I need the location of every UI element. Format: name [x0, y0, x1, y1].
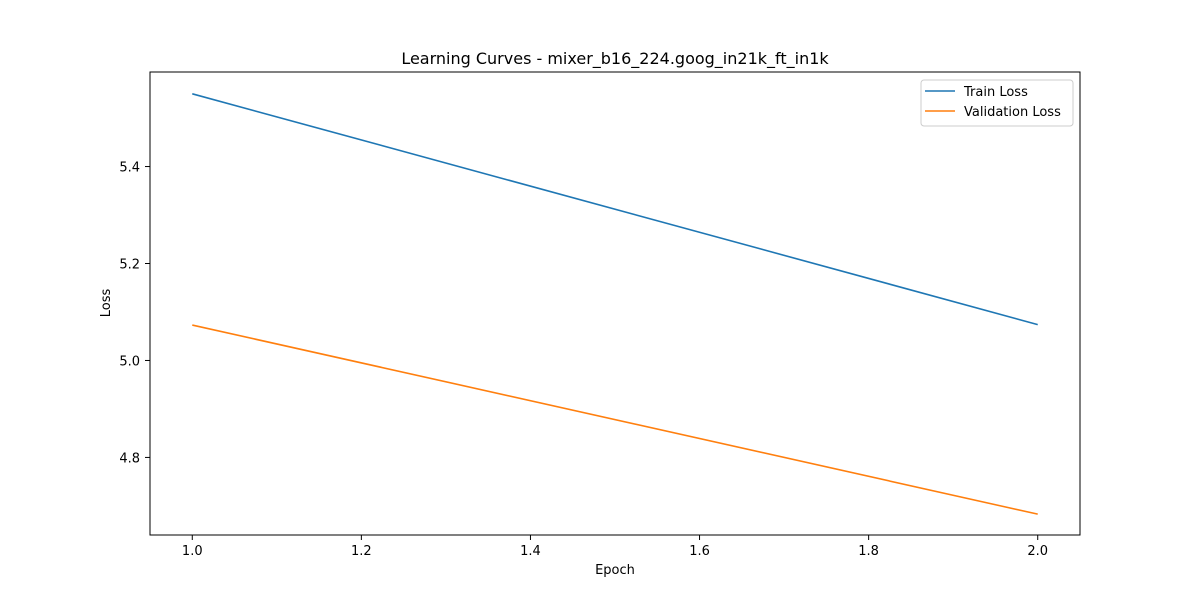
- x-axis-label: Epoch: [595, 563, 635, 578]
- series-line-train-loss: [192, 93, 1038, 326]
- y-axis-ticks: 4.8 5.0 5.2 5.4: [119, 161, 150, 466]
- y-tick-label: 5.2: [119, 258, 140, 273]
- legend-box: [920, 79, 1074, 127]
- legend: Train Loss Validation Loss: [920, 79, 1074, 127]
- series-layer: [192, 93, 1038, 515]
- x-tick-label: 1.8: [858, 544, 879, 559]
- x-axis-ticks: 1.0 1.2 1.4 1.6 1.8 2.0: [182, 535, 1048, 559]
- y-axis-label: Loss: [99, 289, 114, 318]
- legend-label: Validation Loss: [964, 105, 1061, 120]
- x-tick-label: 1.4: [520, 544, 541, 559]
- series-line-validation-loss: [192, 324, 1038, 515]
- axes-frame: [149, 71, 1081, 536]
- x-tick-label: 1.2: [351, 544, 372, 559]
- chart-title: Learning Curves - mixer_b16_224.goog_in2…: [401, 49, 829, 69]
- y-tick-label: 5.0: [119, 354, 140, 369]
- x-tick-label: 1.0: [182, 544, 203, 559]
- legend-label: Train Loss: [963, 85, 1028, 100]
- y-tick-label: 4.8: [119, 451, 140, 466]
- plot-area: [149, 71, 1081, 536]
- legend-items: Train Loss Validation Loss: [925, 85, 1061, 120]
- x-tick-label: 2.0: [1027, 544, 1048, 559]
- x-tick-label: 1.6: [689, 544, 710, 559]
- y-tick-label: 5.4: [119, 161, 140, 176]
